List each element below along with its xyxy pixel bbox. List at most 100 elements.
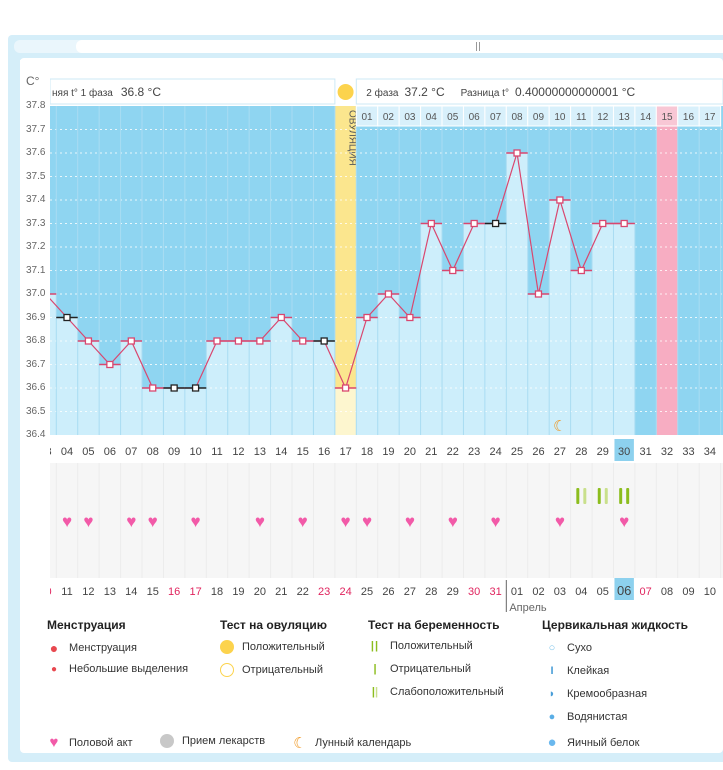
temperature-point	[170, 384, 178, 392]
heart-icon: ♥	[191, 512, 201, 531]
date-label: 14	[125, 586, 137, 598]
cycle-day-label: 25	[511, 446, 523, 458]
phase2-label: 2 фаза	[366, 87, 399, 99]
phase2-value: 37.2 °C	[404, 85, 444, 99]
temperature-point	[470, 219, 478, 228]
legend-label: Менструация	[69, 642, 137, 654]
phase1-header	[50, 78, 336, 105]
watery-drop-icon: ●	[548, 711, 556, 723]
legend-item: ● Водянистая	[545, 711, 628, 723]
date-label: 17	[189, 586, 201, 598]
temperature-bar	[592, 223, 614, 435]
month-label: Апрель	[509, 602, 547, 614]
legend-item: ● Небольшие выделения	[47, 663, 188, 675]
cycle-day-label: 08	[147, 446, 159, 458]
weak-strips-icon: | |	[371, 686, 379, 698]
legend-label: Небольшие выделения	[69, 663, 189, 675]
temp-diff-value: 0.40000000000001 °C	[515, 85, 636, 99]
scrollbar-thumb[interactable]	[76, 40, 723, 53]
phase2-day-label: 10	[554, 112, 566, 123]
phase2-day-label: 01	[361, 112, 373, 123]
heart-icon: ♥	[448, 512, 458, 531]
temperature-bar	[142, 388, 164, 435]
date-label: 15	[147, 586, 159, 598]
temperature-bar	[570, 270, 593, 435]
temperature-bar	[50, 294, 57, 435]
date-label: 09	[682, 586, 694, 598]
phase2-day-label: 11	[576, 112, 587, 123]
legend-item: ◗ Кремообразная	[545, 688, 647, 700]
sticky-icon: I	[550, 665, 554, 677]
temperature-point	[320, 337, 328, 345]
heart-icon: ♥	[49, 734, 59, 751]
temperature-bar	[484, 223, 507, 435]
heart-icon: ♥	[619, 512, 629, 531]
temperature-point	[234, 337, 243, 345]
legend-item: || Положительный	[368, 640, 473, 652]
heart-icon: ♥	[555, 512, 565, 531]
cycle-day-label: 29	[597, 446, 609, 458]
temperature-point	[577, 266, 585, 275]
temp-diff-label: Разница t°	[461, 88, 509, 99]
date-label: 18	[211, 586, 223, 598]
date-label: 08	[661, 586, 673, 598]
legend-item: I Клейкая	[545, 665, 609, 677]
pregnancy-test-strip	[619, 488, 623, 504]
drop-icon: ●	[49, 640, 59, 656]
phase2-day-cell	[698, 105, 722, 127]
phase2-day-label: 12	[597, 112, 609, 123]
phase2-day-label: 02	[383, 112, 395, 123]
temperature-point	[449, 266, 457, 275]
temperature-bar	[463, 223, 485, 435]
date-label: 26	[382, 586, 394, 598]
date-label: 23	[318, 586, 330, 598]
current-date-highlight	[614, 578, 634, 600]
cycle-day-label: 06	[104, 446, 116, 458]
temperature-line	[50, 152, 625, 390]
temperature-bar	[377, 294, 400, 435]
legend-label: Яичный белок	[567, 736, 640, 749]
temperature-point	[363, 313, 371, 322]
legend-menstruation-title: Менструация	[47, 618, 126, 632]
y-tick-label: 37.5	[26, 170, 46, 182]
phase1-summary: няя t° 1 фаза 36.8 °C	[52, 85, 161, 99]
cycle-day-label: 27	[554, 446, 566, 458]
temperature-point	[277, 313, 285, 322]
temperature-point	[63, 313, 71, 322]
temperature-bar	[77, 341, 100, 435]
date-label: 16	[168, 586, 180, 598]
cycle-day-label: 24	[489, 446, 501, 458]
y-tick-label: 36.5	[26, 405, 46, 417]
temperature-bar	[313, 341, 335, 435]
heart-icon: ♥	[341, 512, 351, 531]
pregnancy-test-strip	[576, 488, 580, 504]
y-tick-label: 36.4	[26, 429, 46, 440]
temperature-bar	[270, 317, 293, 435]
one-strip-icon: |	[373, 663, 377, 675]
heart-icon: ♥	[362, 512, 372, 531]
date-label: 03	[554, 586, 566, 598]
temperature-bar	[549, 200, 571, 435]
phase1-label: няя t° 1 фаза	[52, 87, 113, 99]
scrollbar-grip[interactable]	[476, 42, 480, 51]
cycle-day-label: 09	[168, 446, 180, 458]
temperature-bar	[356, 317, 378, 435]
cycle-day-label: 10	[189, 446, 201, 458]
cycle-day-label: 05	[82, 446, 94, 458]
temperature-point	[406, 313, 414, 322]
y-tick-label: 37.7	[26, 123, 46, 135]
cycle-day-label: 18	[361, 446, 373, 458]
cycle-day-label: 28	[575, 446, 587, 458]
temperature-bar	[420, 223, 443, 435]
horizontal-scrollbar[interactable]	[14, 40, 723, 53]
y-tick-label: 37.4	[26, 194, 46, 205]
cycle-day-label: 23	[468, 446, 480, 458]
cycle-day-label: 30	[618, 446, 630, 458]
cycle-day-label: 16	[318, 446, 330, 458]
cycle-day-label: 17	[339, 446, 351, 458]
pregnancy-test-strip	[597, 488, 601, 504]
legend-ovulation-title: Тест на овуляцию	[220, 618, 327, 632]
cycle-day-label: 33	[682, 446, 694, 458]
temperature-bar	[527, 294, 550, 435]
heart-icon: ♥	[255, 512, 265, 531]
